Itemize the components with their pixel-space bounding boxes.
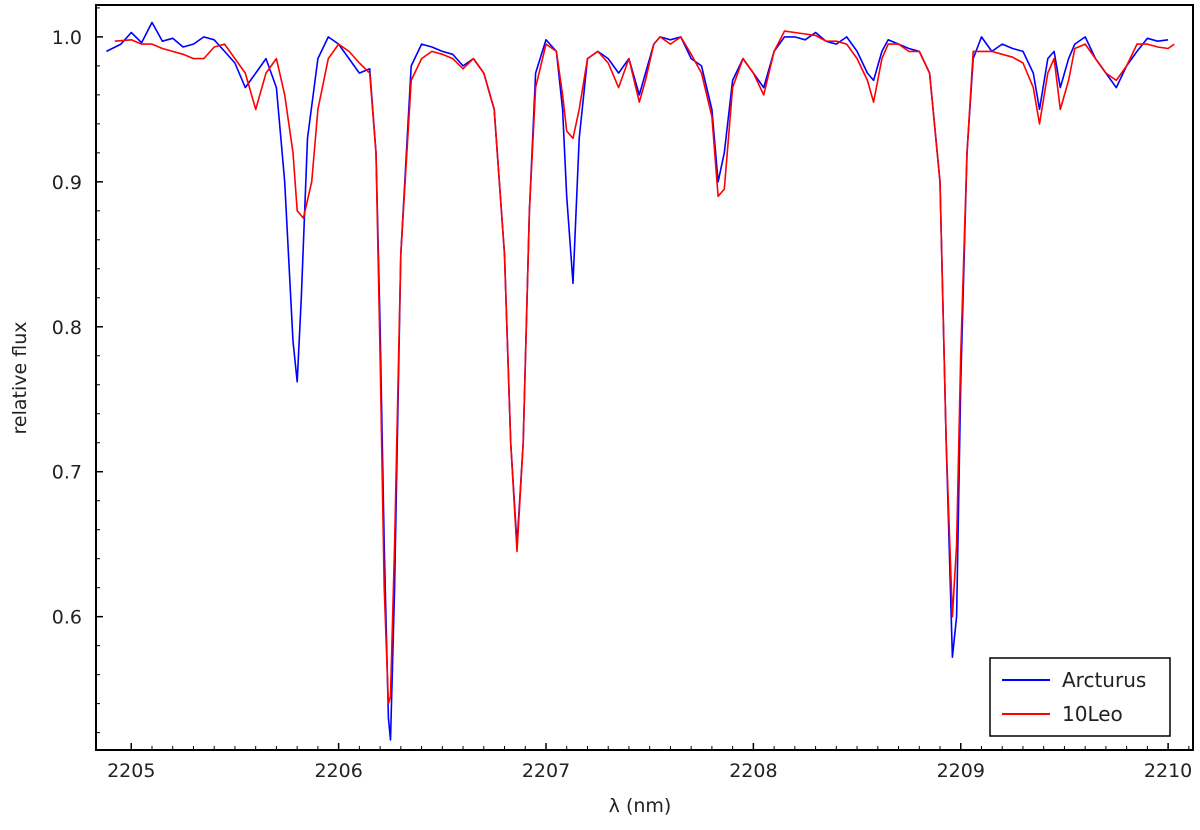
x-tick-label: 2205 <box>107 760 155 782</box>
y-tick-label: 0.9 <box>52 172 82 194</box>
x-tick-label: 2210 <box>1144 760 1192 782</box>
legend-box <box>989 657 1171 737</box>
x-tick-label: 2208 <box>729 760 777 782</box>
series-layer <box>106 21 1175 741</box>
x-tick-label: 2206 <box>314 760 362 782</box>
y-axis-ticks: 0.6 0.7 0.8 0.9 1.0 <box>52 7 103 734</box>
x-tick-label: 2209 <box>937 760 985 782</box>
x-axis-label: λ (nm) <box>609 795 672 817</box>
legend-label-10leo: 10Leo <box>1062 702 1123 726</box>
legend: Arcturus 10Leo <box>989 657 1171 737</box>
series-line-10leo <box>114 30 1175 705</box>
plot-frame <box>95 4 1194 751</box>
x-axis-ticks: 2205 2206 2207 2208 2209 2210 <box>107 743 1192 782</box>
y-tick-label: 0.8 <box>52 317 82 339</box>
y-tick-label: 0.7 <box>52 462 82 484</box>
y-axis-label: relative flux <box>9 322 31 435</box>
legend-label-arcturus: Arcturus <box>1062 668 1146 692</box>
plot-background <box>96 5 1193 750</box>
y-tick-label: 0.6 <box>52 607 82 629</box>
y-tick-label: 1.0 <box>52 27 82 49</box>
x-tick-label: 2207 <box>522 760 570 782</box>
